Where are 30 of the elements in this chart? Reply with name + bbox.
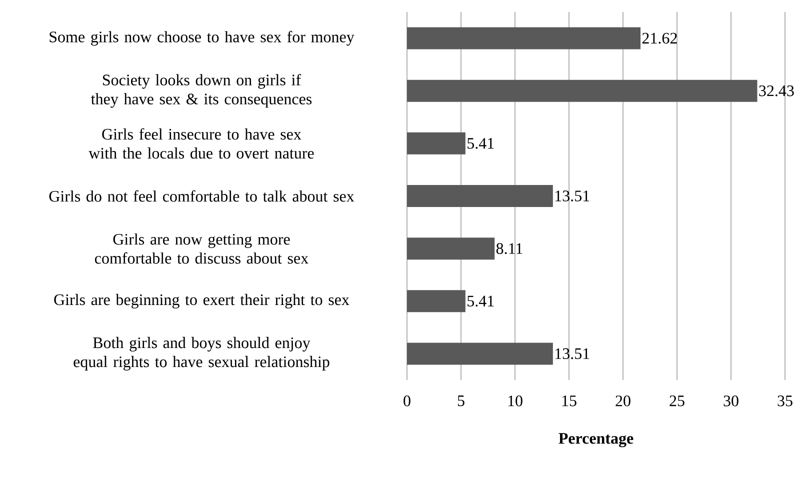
data-label: 5.41 [468,296,494,307]
bar [407,80,758,102]
bar [407,27,640,50]
data-label: 21.62 [642,32,677,44]
x-tick-label: 25 [670,396,684,406]
x-tick-label: 30 [724,396,738,406]
bar [407,132,466,154]
x-axis-title: Percentage [558,433,634,448]
data-label: 8.11 [496,243,522,254]
bar [407,290,466,312]
x-tick-label: 0 [404,396,410,406]
y-tick-label: Both girls and boys should enjoy equal rights to have sexual relationship [74,336,330,370]
data-label: 13.51 [556,348,590,360]
y-tick-label: Girls are beginning to exert their right to sex [54,294,350,308]
y-tick-label: Girls do not feel comfortable to talk about sex [49,190,354,202]
data-label: 32.43 [759,85,794,96]
bar [407,238,495,260]
y-tick-label: Girls feel insecure to have sex with the locals due to overt nature [88,128,314,159]
x-tick-label: 10 [508,396,522,406]
x-tick-label: 20 [616,396,630,406]
y-tick-label: Some girls now choose to have sex for money [50,30,354,46]
bar [407,342,553,365]
y-tick-label: Girls are now getting more comfortable to discuss about sex [94,233,308,264]
x-tick-label: 15 [562,396,576,406]
data-label: 13.51 [556,190,590,202]
x-tick-label: 35 [778,396,792,406]
x-tick-label: 5 [458,396,464,406]
bar [407,185,553,208]
data-label: 5.41 [468,138,494,149]
y-tick-label: Society looks down on girls if they have sex & its consequences [91,74,312,108]
